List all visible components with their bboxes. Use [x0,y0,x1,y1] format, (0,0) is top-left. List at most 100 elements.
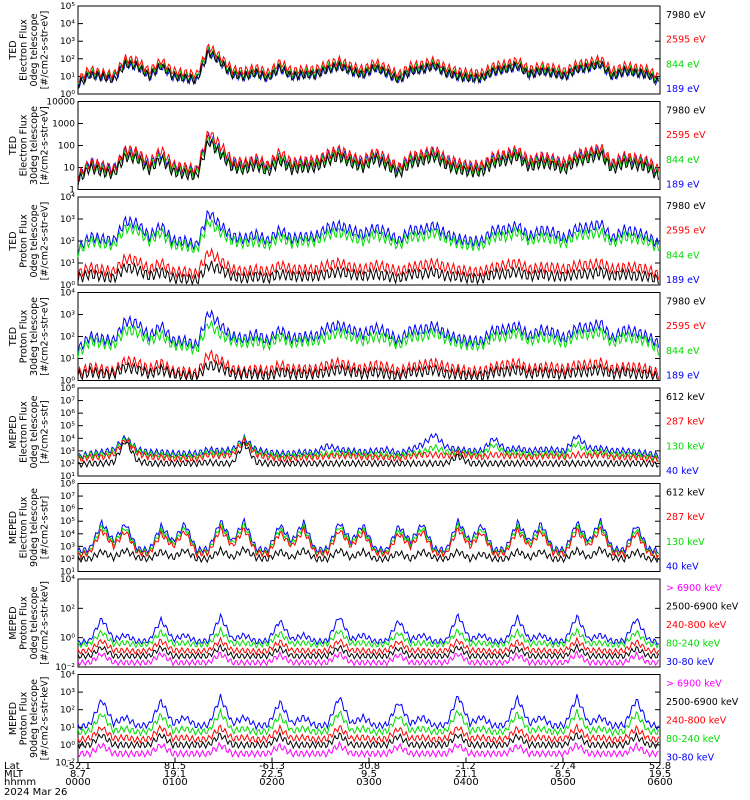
y-tick-label: 10⁰ [60,281,75,291]
series-trace [77,707,659,737]
y-axis-label-line: MEPED [8,415,19,448]
panel-3: 10⁰ 10¹ 10² 10³ 10⁴ TED Proton Flux 0deg telesc… [8,193,706,291]
legend-entry: 2500-6900 keV [666,602,739,613]
y-tick-label: 10 [64,164,76,174]
panel-frame [77,483,661,572]
y-axis-label-line: 0deg telescope [29,395,40,468]
panel-frame [77,5,661,95]
y-tick-label: 10¹ [60,723,75,733]
y-axis-label: MEPED Proton Flux 90deg telescope [#/cm2-s-… [8,677,51,761]
y-axis-label-line: TED [8,136,19,156]
y-axis-label-line: MEPED [8,606,19,639]
legend-entry: 130 keV [666,537,705,548]
y-tick-label: 10² [60,55,75,65]
series-trace [77,359,659,382]
series-trace [77,434,659,462]
y-axis-label: TED Electron Flux 30deg telescope [#/cm2-s-… [8,106,51,185]
x-tick-label-lat: -61.3 [259,761,285,772]
y-tick-label: 10000 [46,98,75,108]
y-tick-label: 10⁶ [60,409,75,419]
y-tick-label: 10⁰ [60,377,75,387]
legend-entry: 189 eV [666,180,700,191]
y-tick-label: 10³ [60,447,75,457]
x-tick-label-mlt: 9.5 [361,769,377,780]
legend-entry: 80-240 keV [666,734,721,745]
y-axis-label-line: Proton Flux [18,596,29,650]
y-tick-label: 10² [60,333,75,343]
series-trace [77,636,659,656]
y-axis-label: TED Proton Flux 30deg telescope [#/cm2-s-st… [8,297,51,376]
y-axis-label-line: [#/cm2-s-str-eV] [39,202,50,281]
legend-entry: 287 keV [666,512,705,523]
y-axis-label-line: 0deg telescope [29,13,40,86]
y-tick-label: 10⁴ [60,289,75,299]
legend-entry: 30-80 keV [666,753,715,764]
y-axis-label-line: 0deg telescope [29,586,40,659]
y-tick-label: 10⁴ [60,530,75,540]
legend-entry: 7980 eV [666,10,706,21]
y-tick-label: 10¹ [60,568,75,578]
y-tick-label: 100 [58,142,75,152]
y-axis-label-line: [#/cm2-s-str-keV] [39,677,50,761]
y-axis-label-line: Proton Flux [18,691,29,745]
legend-entry: 612 keV [666,488,705,499]
y-axis-label-line: [#/cm2-s-str-eV] [39,297,50,376]
y-tick-label: 10⁵ [60,2,75,12]
y-axis-label-line: MEPED [8,702,19,735]
y-tick-label: 10⁴ [60,575,75,585]
legend-entry: 130 keV [666,441,705,452]
y-tick-label: 10² [60,555,75,565]
series-trace [77,130,659,182]
x-tick-label-hhmm: 0100 [162,777,187,788]
y-axis-label-line: Electron Flux [18,114,29,176]
y-axis-label-line: [#/cm2-s-str] [39,496,50,559]
x-tick-label-hhmm: 0500 [550,777,575,788]
y-axis-label-line: Proton Flux [18,309,29,363]
legend-entry: 2595 eV [666,226,706,237]
x-row-label-hhmm: hhmm [4,777,36,788]
panel-6: 10¹ 10² 10³ 10⁴ 10⁵ 10⁶ 10⁷ 10⁸ MEPED Electron Fl… [8,480,705,578]
legend-entry: 40 keV [666,466,699,477]
series-trace [77,441,659,469]
legend-entry: 2500-6900 keV [666,697,739,708]
legend-entry: 189 eV [666,371,700,382]
y-axis-label: TED Electron Flux 0deg telescope [#/cm2-s-s… [8,11,51,90]
series-trace [77,50,659,90]
y-axis-label: MEPED Proton Flux 0deg telescope [#/cm2-s-s… [8,581,51,665]
y-tick-label: 10⁻² [55,663,75,673]
series-trace [77,516,659,555]
y-tick-label: 10⁸ [60,384,75,394]
x-tick-label-mlt: 19.1 [164,769,186,780]
y-axis-label-line: 0deg telescope [29,204,40,277]
legend-entry: 612 keV [666,392,705,403]
y-tick-label: 10⁴ [60,434,75,444]
legend-entry: 2595 eV [666,321,706,332]
series-trace [77,626,659,649]
legend-entry: 40 keV [666,562,699,573]
series-trace [77,722,659,745]
legend-entry: 7980 eV [666,297,706,308]
y-axis-label-line: Electron Flux [18,19,29,81]
legend-entry: > 6900 keV [666,583,722,594]
legend-entry: 844 eV [666,59,700,70]
y-axis-label: TED Proton Flux 0deg telescope [#/cm2-s-str… [8,202,51,281]
y-axis-label-line: MEPED [8,511,19,544]
y-axis-label-line: TED [8,40,19,60]
legend-entry: 2595 eV [666,130,706,141]
series-trace [77,693,659,731]
x-tick-label-hhmm: 0400 [453,777,478,788]
x-tick-label-lat: 81.5 [164,761,186,772]
y-tick-label: 10² [60,706,75,716]
y-axis-label: MEPED Electron Flux 90deg telescope [#/cm2-… [8,488,51,567]
y-tick-label: 10⁰ [60,634,75,644]
y-tick-label: 10³ [60,37,75,47]
legend-entry: 844 eV [666,346,700,357]
x-tick-label-lat: -27.4 [550,761,576,772]
x-tick-label-lat: 30.8 [358,761,380,772]
y-tick-label: 10⁸ [60,480,75,490]
y-axis-label-line: 30deg telescope [29,297,40,376]
legend-entry: > 6900 keV [666,679,722,690]
y-tick-label: 10⁵ [60,517,75,527]
